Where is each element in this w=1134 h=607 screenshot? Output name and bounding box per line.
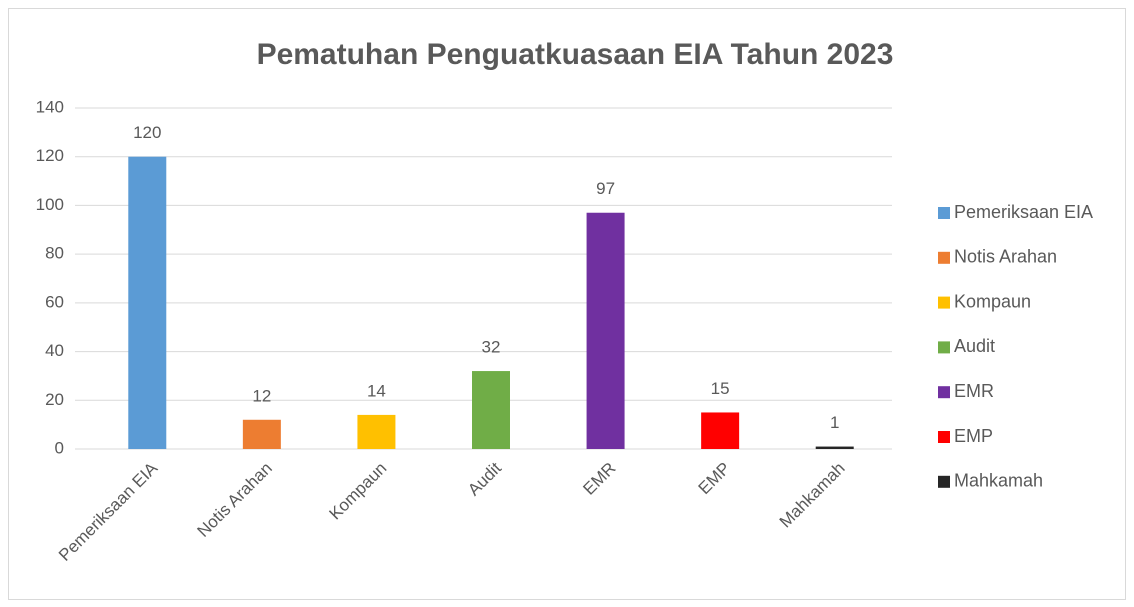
legend-swatch xyxy=(938,341,950,354)
legend-swatch xyxy=(938,207,950,219)
legend-label: Audit xyxy=(954,336,995,356)
y-tick-label: 120 xyxy=(36,146,64,165)
legend-swatch xyxy=(938,431,950,443)
legend-label: Notis Arahan xyxy=(954,247,1057,267)
data-label: 32 xyxy=(482,338,501,357)
y-tick-label: 60 xyxy=(45,292,64,311)
legend-swatch xyxy=(938,296,950,309)
legend-swatch xyxy=(938,251,950,264)
legend-label: EMP xyxy=(954,426,993,446)
legend-label: Kompaun xyxy=(954,291,1031,311)
y-tick-label: 140 xyxy=(36,97,64,116)
data-label: 12 xyxy=(252,386,271,405)
data-label: 120 xyxy=(133,123,161,142)
y-tick-label: 20 xyxy=(45,390,64,409)
y-tick-label: 100 xyxy=(36,195,64,214)
y-tick-label: 0 xyxy=(55,438,64,457)
legend-swatch xyxy=(938,386,950,399)
bar xyxy=(128,156,167,449)
bar xyxy=(357,414,396,449)
bar xyxy=(586,212,625,449)
y-tick-label: 80 xyxy=(45,244,64,263)
legend-label: Pemeriksaan EIA xyxy=(954,202,1093,222)
bar xyxy=(472,371,510,449)
data-label: 97 xyxy=(596,179,615,198)
y-tick-label: 40 xyxy=(45,341,64,360)
bar xyxy=(242,419,281,449)
legend-swatch xyxy=(938,475,950,488)
bar xyxy=(701,412,740,449)
chart-title: Pematuhan Penguatkuasaan EIA Tahun 2023 xyxy=(257,38,894,71)
data-label: 1 xyxy=(830,413,839,432)
bar xyxy=(815,446,854,449)
data-label: 15 xyxy=(711,379,730,398)
legend-label: EMR xyxy=(954,381,994,401)
data-label: 14 xyxy=(367,381,386,400)
legend-label: Mahkamah xyxy=(954,471,1043,491)
